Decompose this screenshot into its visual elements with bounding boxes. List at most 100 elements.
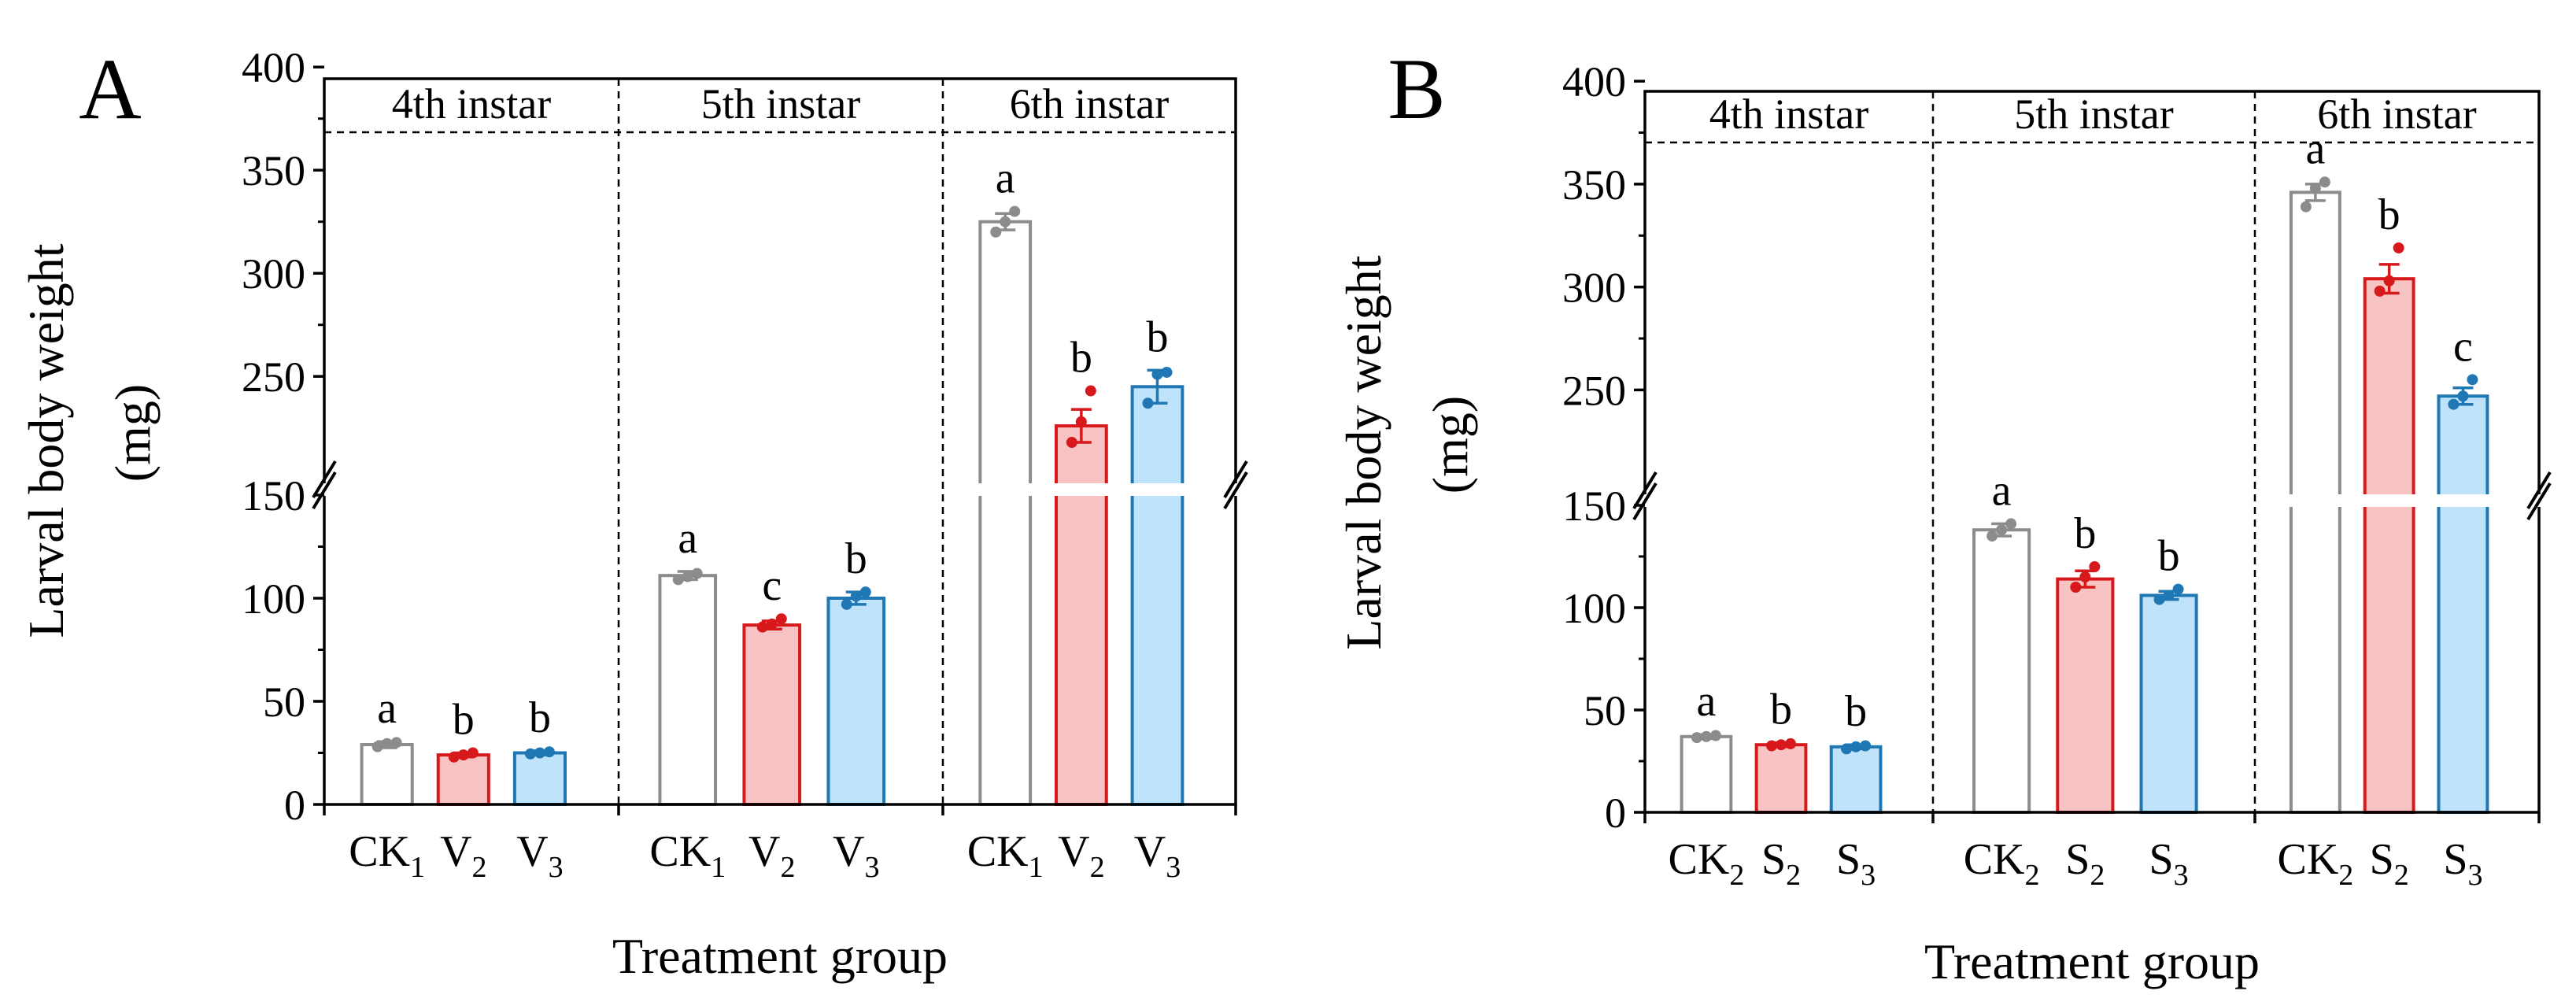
data-point — [534, 747, 545, 759]
bar — [1130, 385, 1185, 806]
bar — [436, 753, 490, 806]
bar — [742, 623, 802, 806]
y-tick-label: 100 — [1562, 585, 1626, 632]
group-label: 6th instar — [2317, 91, 2476, 138]
x-axis-title: Treatment group — [612, 928, 948, 984]
bar-break-gap — [977, 483, 1034, 496]
significance-label: b — [1070, 334, 1092, 383]
group-label: 6th instar — [1010, 80, 1169, 128]
category-label: CK1 — [649, 827, 726, 884]
data-point — [1776, 739, 1787, 751]
bar — [1680, 734, 1733, 814]
category-label: S2 — [2370, 835, 2409, 892]
category-label-main: S — [2370, 835, 2394, 884]
bar — [2139, 593, 2198, 815]
bar — [512, 751, 567, 806]
category-label: CK2 — [1964, 835, 2040, 892]
category-label: CK1 — [967, 827, 1044, 884]
category-label-subscript: 3 — [2467, 859, 2482, 892]
y-tick-label: 400 — [1562, 58, 1626, 105]
y-tick-label: 250 — [1562, 367, 1626, 414]
axis-break-mark — [312, 460, 337, 499]
data-point — [1841, 743, 1853, 755]
category-label-main: V — [1058, 827, 1089, 876]
category-label: S3 — [1836, 835, 1876, 892]
y-tick-label: 350 — [1562, 161, 1626, 209]
bar — [978, 220, 1033, 806]
significance-label: c — [762, 561, 782, 610]
category-label-subscript: 2 — [1786, 859, 1801, 892]
data-point — [457, 749, 469, 761]
data-point — [1860, 740, 1872, 752]
category-label-subscript: 2 — [472, 851, 487, 884]
category-label-subscript: 3 — [549, 851, 564, 884]
y-axis-title: Larval body weight — [18, 243, 74, 638]
group-label: 5th instar — [701, 80, 860, 128]
data-point — [672, 574, 684, 586]
data-point — [1161, 366, 1173, 378]
significance-label: b — [845, 534, 867, 583]
panel-letter: A — [79, 41, 141, 137]
bar — [2056, 577, 2115, 814]
y-tick-label: 150 — [242, 472, 305, 519]
data-point — [2153, 593, 2165, 605]
significance-label: c — [2453, 322, 2473, 371]
category-label-subscript: 2 — [780, 851, 795, 884]
data-point — [1785, 738, 1797, 749]
data-point — [1085, 385, 1096, 397]
bar-break-gap — [1129, 483, 1186, 496]
data-point — [2393, 242, 2404, 253]
y-tick-label: 300 — [1562, 264, 1626, 312]
data-point — [1850, 741, 1862, 752]
category-label-main: S — [2149, 835, 2174, 884]
category-label-subscript: 2 — [1729, 859, 1744, 892]
data-point — [390, 737, 402, 749]
category-label-subscript: 3 — [2174, 859, 2189, 892]
category-label-main: CK — [349, 827, 410, 876]
category-label-main: V — [516, 827, 548, 876]
significance-label: b — [2378, 190, 2400, 239]
category-label-main: S — [2065, 835, 2090, 884]
bar — [2363, 277, 2415, 814]
axis-break-mark — [1223, 471, 1248, 510]
category-label: CK2 — [2277, 835, 2353, 892]
category-label-main: CK — [1669, 835, 1730, 884]
data-point — [2070, 582, 2082, 593]
group-label: 4th instar — [1709, 91, 1868, 138]
data-point — [1987, 531, 1998, 542]
bar-break-gap — [2435, 494, 2491, 507]
y-tick-label: 250 — [242, 353, 305, 401]
data-point — [543, 746, 555, 758]
bar — [658, 574, 718, 806]
y-tick-label: 300 — [242, 250, 305, 298]
axis-break-mark — [1223, 460, 1248, 499]
bar — [360, 743, 414, 807]
significance-label: b — [1146, 312, 1168, 361]
axis-break-mark — [312, 471, 337, 510]
significance-label: a — [1992, 466, 2012, 515]
category-label-main: CK — [1964, 835, 2025, 884]
category-label-main: V — [748, 827, 780, 876]
significance-label: a — [996, 154, 1015, 203]
category-label-subscript: 1 — [711, 851, 726, 884]
significance-label: a — [1697, 677, 1717, 726]
category-label: V2 — [748, 827, 795, 884]
data-point — [1691, 732, 1702, 744]
y-tick-label: 350 — [242, 147, 305, 194]
category-label: V3 — [833, 827, 879, 884]
data-point — [841, 598, 852, 610]
category-label-subscript: 1 — [1029, 851, 1044, 884]
y-axis-title: Larval body weight — [1336, 255, 1391, 649]
data-point — [1142, 397, 1154, 409]
category-label: V3 — [1134, 827, 1181, 884]
category-label-main: S — [1761, 835, 1786, 884]
significance-label: a — [2305, 124, 2325, 173]
category-label-subscript: 2 — [2338, 859, 2353, 892]
data-point — [850, 590, 862, 602]
axis-break-mark — [2526, 482, 2552, 521]
data-point — [1700, 730, 1712, 742]
plot-frame — [1643, 90, 2541, 814]
data-point — [2163, 590, 2175, 601]
data-point — [1766, 740, 1778, 752]
